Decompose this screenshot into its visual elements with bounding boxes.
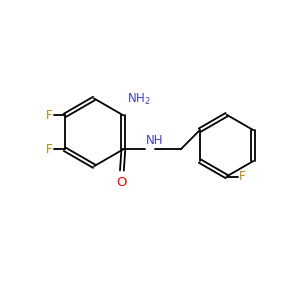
Text: NH$_2$: NH$_2$ bbox=[127, 92, 151, 107]
Text: F: F bbox=[239, 170, 245, 183]
Text: F: F bbox=[46, 109, 52, 122]
Text: F: F bbox=[46, 143, 52, 156]
Text: NH: NH bbox=[146, 134, 163, 148]
Text: O: O bbox=[117, 176, 127, 189]
